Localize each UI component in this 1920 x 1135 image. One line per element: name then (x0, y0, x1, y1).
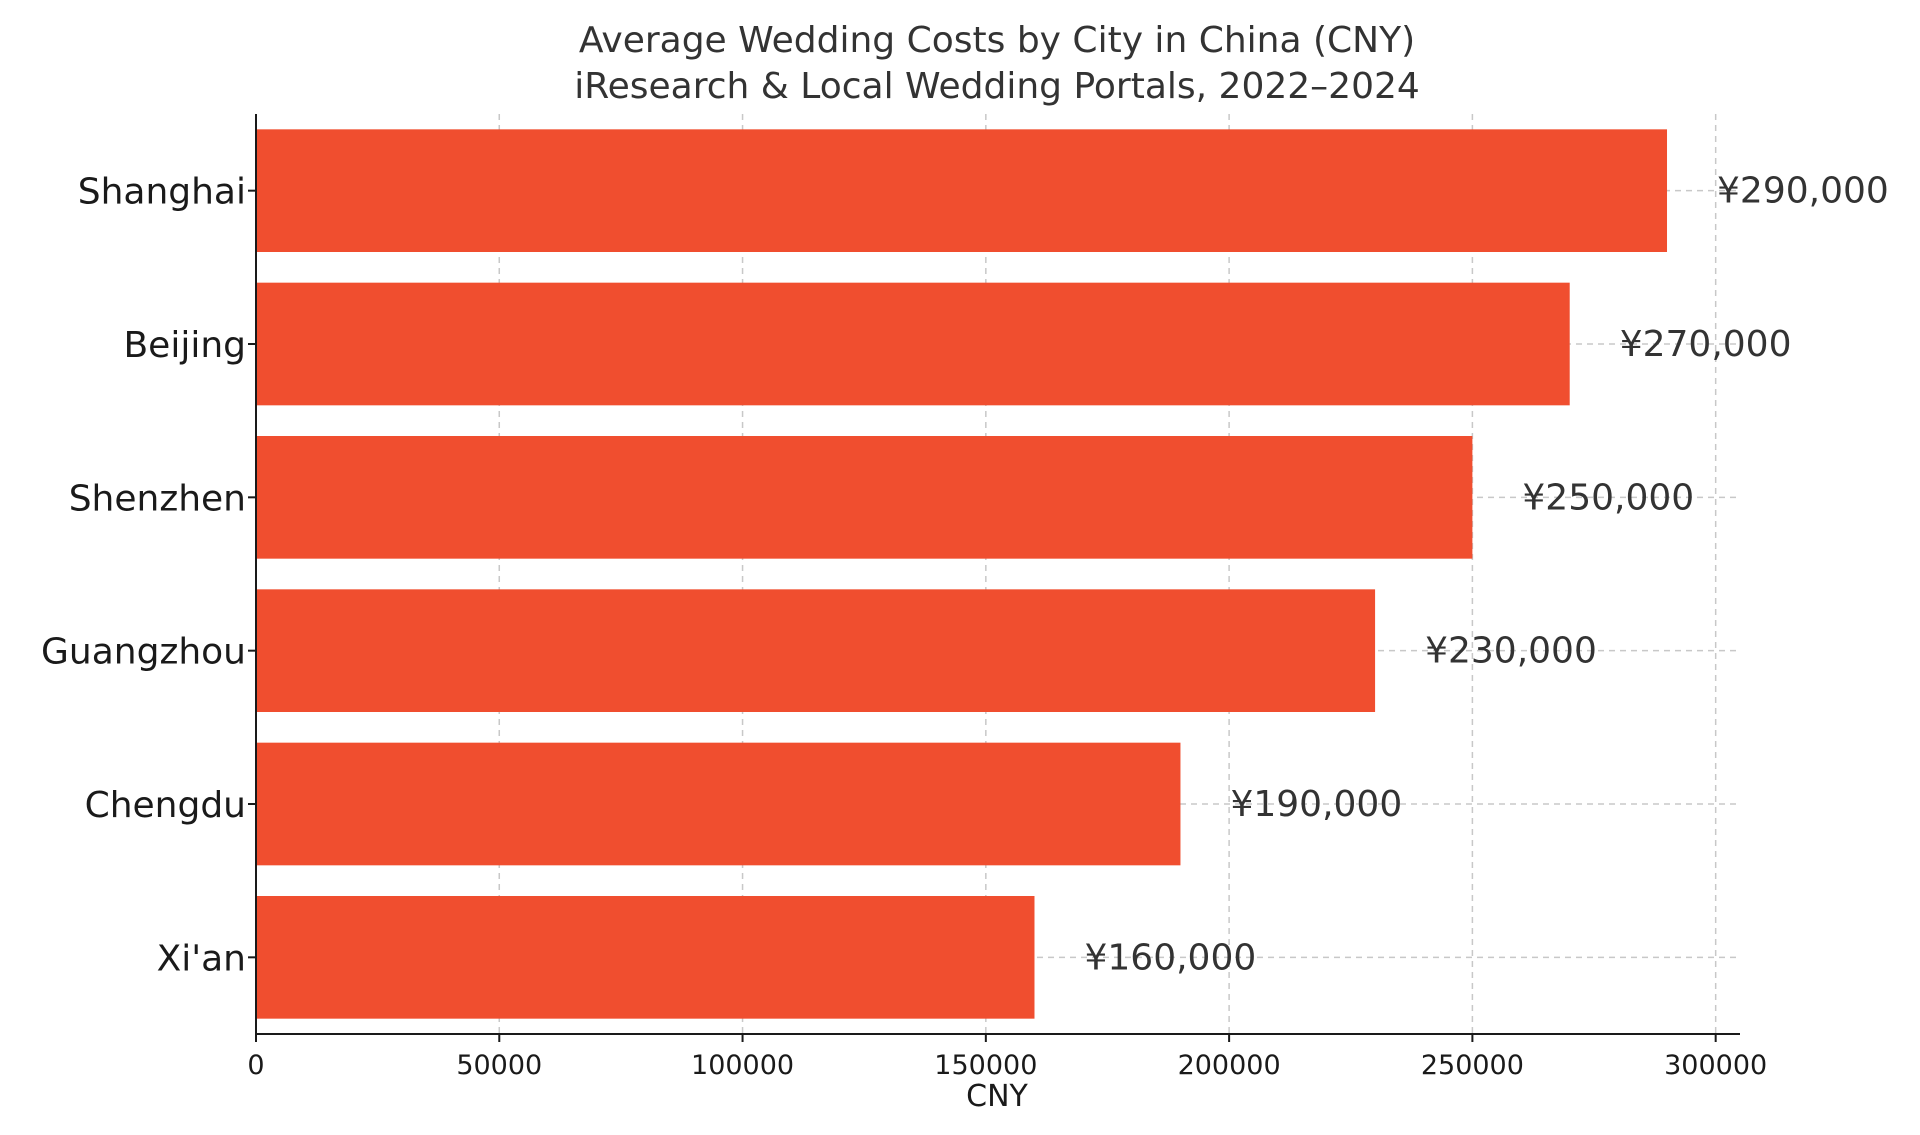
y-tick-label: Chengdu (85, 785, 246, 826)
data-label: ¥290,000 (1717, 171, 1889, 212)
data-label: ¥230,000 (1425, 631, 1597, 672)
bars (256, 129, 1668, 1019)
y-tick-label: Guangzhou (41, 632, 246, 673)
x-tick-label: 150000 (934, 1050, 1037, 1081)
x-tick-label: 200000 (1178, 1050, 1281, 1081)
bar (256, 896, 1035, 1019)
x-tick-label: 100000 (691, 1050, 794, 1081)
axes (248, 114, 1740, 1042)
x-tick-label: 0 (247, 1050, 264, 1081)
bar (256, 129, 1668, 252)
y-tick-label: Shenzhen (69, 478, 246, 519)
data-label: ¥190,000 (1230, 784, 1402, 825)
bar (256, 589, 1376, 712)
data-label: ¥270,000 (1620, 324, 1792, 365)
x-tick-label: 300000 (1664, 1050, 1767, 1081)
x-axis-title: CNY (966, 1079, 1028, 1114)
labels: 0 50000 100000 150000 200000 250000 300000 Shan… (41, 171, 1889, 1081)
chart-subtitle: iResearch & Local Wedding Portals, 2022–… (574, 66, 1420, 107)
y-tick-label: Beijing (123, 325, 246, 366)
chart-title: Average Wedding Costs by City in China (… (579, 20, 1415, 61)
data-label: ¥250,000 (1522, 477, 1694, 518)
data-label: ¥160,000 (1084, 937, 1256, 978)
y-tick-label: Xi'an (157, 938, 246, 979)
y-tick-label: Shanghai (78, 172, 246, 213)
bar (256, 436, 1473, 559)
bar (256, 742, 1181, 866)
x-tick-label: 50000 (456, 1050, 542, 1081)
x-tick-label: 250000 (1421, 1050, 1524, 1081)
bar (256, 282, 1570, 406)
